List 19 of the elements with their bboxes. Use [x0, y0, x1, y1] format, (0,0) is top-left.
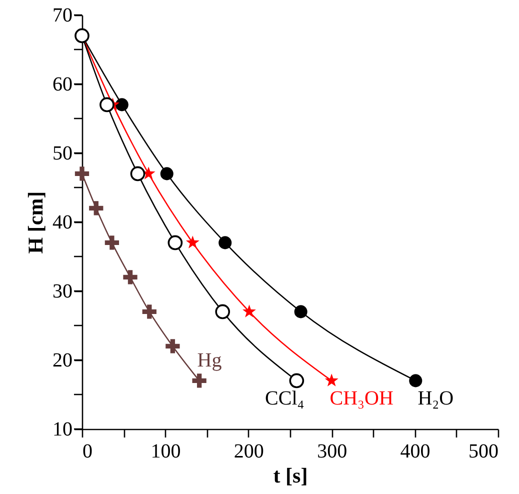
x-axis-title: t [s] [273, 464, 308, 488]
y-tick-label: 20 [52, 350, 72, 372]
y-tick-label: 70 [52, 4, 72, 26]
y-tick-label: 40 [52, 212, 72, 234]
y-tick-label: 50 [52, 142, 72, 164]
x-tick-label: 300 [317, 440, 348, 462]
series-label: H₂O [418, 388, 454, 410]
x-tick-label: 400 [400, 440, 430, 462]
series-label: Hg [197, 350, 222, 372]
x-tick-label: 500 [468, 440, 498, 462]
x-tick-label: 100 [150, 440, 181, 462]
y-tick-label: 60 [52, 74, 72, 96]
y-tick-label: 10 [52, 418, 72, 440]
x-tick-label: 0 [82, 440, 92, 462]
series-label: CCl₄ [265, 388, 304, 410]
y-axis-title: H [cm] [24, 191, 48, 254]
series-label: CH₃OH [330, 388, 394, 410]
x-tick-label: 200 [234, 440, 264, 462]
y-tick-label: 30 [52, 280, 72, 302]
